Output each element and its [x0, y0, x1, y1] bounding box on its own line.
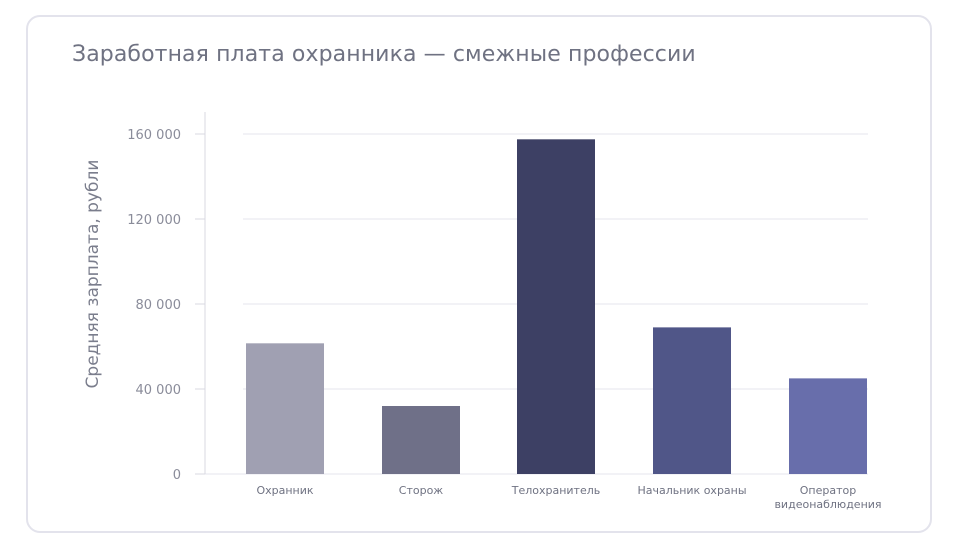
y-tick-label: 40 000 — [136, 383, 182, 398]
bar — [789, 378, 867, 474]
bar — [382, 406, 460, 474]
x-category-label: Начальник охраны — [637, 484, 746, 497]
bar — [517, 139, 595, 474]
x-axis-categories: Охранник Сторож Телохранитель Начальник охр… — [256, 484, 881, 511]
y-axis-title: Средняя зарплата, рубли — [83, 160, 103, 389]
y-tick-label: 120 000 — [127, 213, 181, 228]
y-tick-label: 160 000 — [127, 128, 181, 143]
x-category-label: Оператор — [800, 484, 856, 497]
y-axis-ticks: 0 40 000 80 000 120 000 160 000 — [127, 128, 205, 483]
x-category-label: Сторож — [399, 484, 444, 497]
y-tick-label: 80 000 — [136, 298, 182, 313]
y-tick-label: 0 — [173, 468, 181, 483]
x-category-label: видеонаблюдения — [774, 498, 881, 511]
chart-title: Заработная плата охранника — смежные про… — [72, 42, 696, 67]
x-category-label: Телохранитель — [511, 484, 601, 497]
bar — [246, 343, 324, 474]
bar — [653, 327, 731, 474]
x-category-label: Охранник — [256, 484, 313, 497]
chart-card — [26, 15, 932, 533]
bars — [246, 139, 867, 474]
